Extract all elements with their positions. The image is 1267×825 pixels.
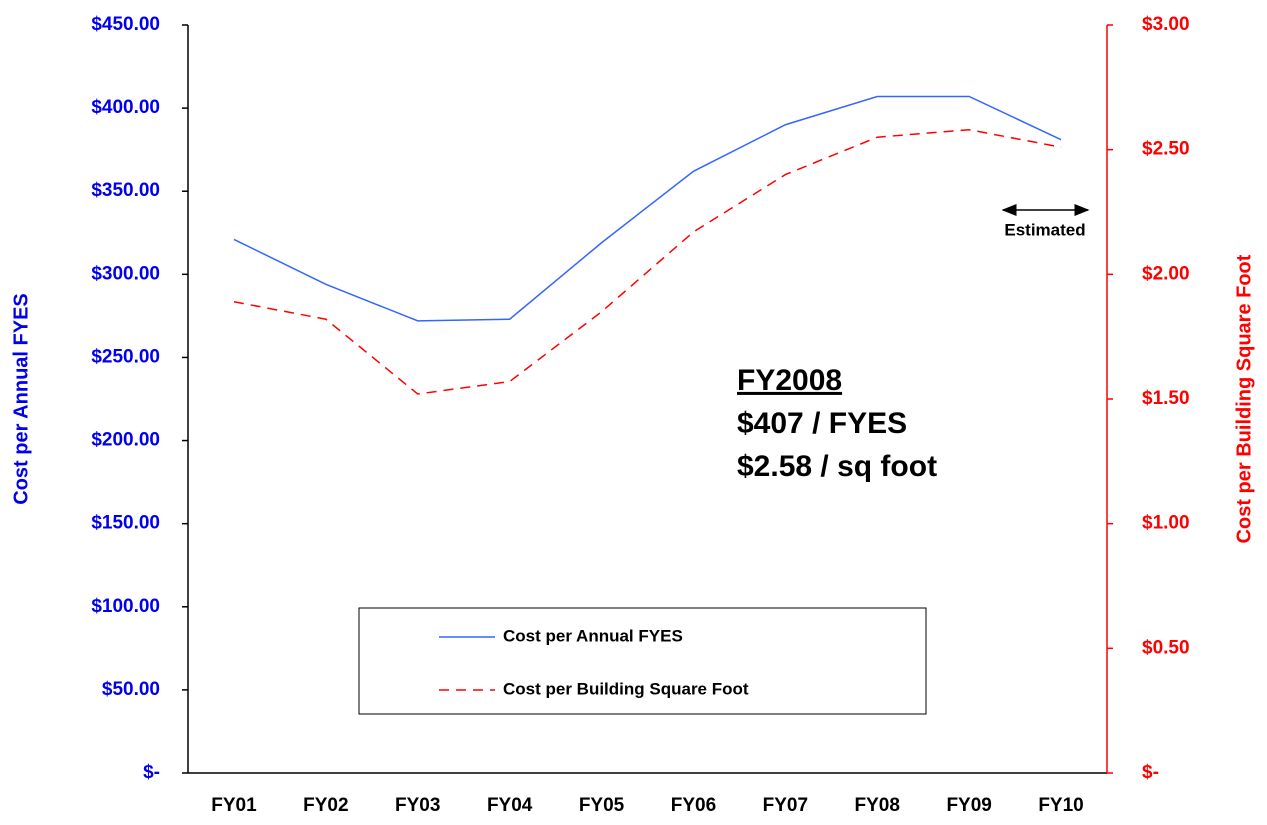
x-tick-label: FY04 xyxy=(487,795,533,816)
annotation: FY2008 xyxy=(737,364,842,397)
legend-box xyxy=(358,607,927,715)
series-line xyxy=(233,128,1062,395)
y-tick-label: $100.00 xyxy=(91,596,160,617)
x-tick-label: FY01 xyxy=(211,795,257,816)
y-tick-label: $150.00 xyxy=(91,513,160,534)
y2-tick-label: $1.50 xyxy=(1142,388,1190,409)
annotation: Estimated xyxy=(1004,220,1085,239)
y2-tick-label: $- xyxy=(1142,762,1159,783)
x-tick-label: FY08 xyxy=(855,795,900,816)
x-tick-label: FY07 xyxy=(763,795,808,816)
y2-axis-label: Cost per Building Square Foot xyxy=(1233,254,1255,543)
annotation: $407 / FYES xyxy=(737,407,907,440)
legend-label: Cost per Building Square Foot xyxy=(503,679,749,698)
series-line xyxy=(233,95,1062,322)
y2-tick-label: $2.50 xyxy=(1142,139,1190,160)
y-tick-label: $450.00 xyxy=(91,14,160,35)
y-axis-label: Cost per Annual FYES xyxy=(10,293,32,505)
y2-tick-label: $1.00 xyxy=(1142,513,1190,534)
x-tick-label: FY09 xyxy=(946,795,991,816)
y2-tick-label: $3.00 xyxy=(1142,14,1190,35)
y-tick-label: $300.00 xyxy=(91,263,160,284)
y-tick-label: $250.00 xyxy=(91,346,160,367)
y2-tick-label: $2.00 xyxy=(1142,263,1190,284)
y2-tick-label: $0.50 xyxy=(1142,637,1190,658)
annotation: $2.58 / sq foot xyxy=(737,450,937,483)
x-tick-label: FY02 xyxy=(303,795,348,816)
x-tick-label: FY06 xyxy=(671,795,716,816)
y-tick-label: $200.00 xyxy=(91,430,160,451)
x-tick-label: FY10 xyxy=(1038,795,1083,816)
legend-label: Cost per Annual FYES xyxy=(503,626,683,645)
x-tick-label: FY05 xyxy=(579,795,625,816)
y-tick-label: $400.00 xyxy=(91,97,160,118)
y-tick-label: $350.00 xyxy=(91,180,160,201)
x-tick-label: FY03 xyxy=(395,795,440,816)
y-tick-label: $- xyxy=(143,762,160,783)
y-tick-label: $50.00 xyxy=(102,679,160,700)
